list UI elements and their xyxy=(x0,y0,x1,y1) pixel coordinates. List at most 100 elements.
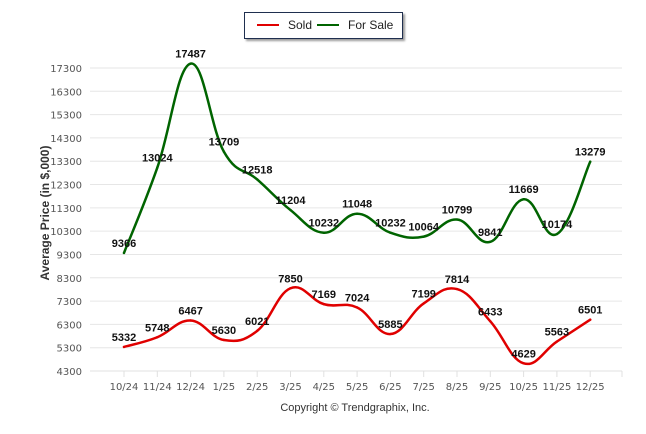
data-point-for-sale xyxy=(355,212,359,215)
data-point-for-sale xyxy=(555,232,559,236)
y-tick-label: 9300 xyxy=(57,250,82,261)
data-label-sold: 4629 xyxy=(511,348,535,360)
legend-item-for-sale[interactable]: For Sale xyxy=(317,18,393,32)
data-label-for-sale: 13709 xyxy=(209,137,240,149)
data-point-sold xyxy=(455,287,459,291)
data-label-sold: 7199 xyxy=(411,288,435,300)
data-label-for-sale: 13279 xyxy=(575,147,606,159)
x-tick-label: 4/25 xyxy=(313,382,335,393)
data-label-for-sale: 11669 xyxy=(509,184,539,196)
data-label-for-sale: 13024 xyxy=(142,153,173,165)
legend-swatch-sold xyxy=(257,23,279,26)
x-tick-label: 6/25 xyxy=(379,382,401,393)
y-tick-label: 6300 xyxy=(57,320,82,331)
legend-label-for-sale: For Sale xyxy=(348,18,394,32)
y-tick-label: 8300 xyxy=(57,274,82,285)
data-point-sold xyxy=(589,318,592,321)
data-point-sold xyxy=(389,332,392,336)
data-label-sold: 5332 xyxy=(112,332,136,344)
data-label-for-sale: 10232 xyxy=(375,218,406,230)
y-tick-label: 16300 xyxy=(50,87,82,98)
data-label-for-sale: 9841 xyxy=(478,227,502,239)
data-point-sold xyxy=(222,338,226,342)
x-tick-label: 10/24 xyxy=(110,382,139,393)
x-tick-label: 11/25 xyxy=(542,382,571,393)
y-tick-label: 5300 xyxy=(57,344,82,355)
data-label-for-sale: 11048 xyxy=(342,199,372,211)
y-axis-title: Average Price (in $,000) xyxy=(38,145,52,281)
data-point-sold xyxy=(422,302,425,305)
y-tick-label: 17300 xyxy=(50,64,82,75)
x-tick-label: 12/24 xyxy=(176,382,205,393)
data-label-sold: 5885 xyxy=(378,319,402,331)
data-label-for-sale: 10064 xyxy=(408,222,439,234)
x-tick-label: 1/25 xyxy=(213,382,235,393)
data-point-for-sale xyxy=(389,231,392,234)
data-label-sold: 6501 xyxy=(578,305,602,317)
data-label-for-sale: 10232 xyxy=(309,218,340,230)
data-point-sold xyxy=(555,340,559,343)
data-label-sold: 5630 xyxy=(212,325,236,337)
x-tick-label: 10/25 xyxy=(509,382,538,393)
x-tick-label: 12/25 xyxy=(576,382,605,393)
data-label-sold: 6433 xyxy=(478,306,502,318)
data-point-for-sale xyxy=(589,160,592,163)
data-point-sold xyxy=(189,319,192,322)
data-point-for-sale xyxy=(322,231,325,234)
x-axis-ticks: 10/24 11/24 12/24 1/25 2/25 3/25 4/25 5/25 6/25 7… xyxy=(90,370,623,393)
data-point-for-sale xyxy=(189,62,192,65)
legend: Sold For Sale xyxy=(244,12,403,39)
y-tick-label: 11300 xyxy=(50,204,82,215)
data-label-for-sale: 9366 xyxy=(112,238,136,250)
data-point-sold xyxy=(289,287,292,290)
data-label-sold: 7024 xyxy=(345,293,370,305)
data-label-for-sale: 10799 xyxy=(442,205,473,217)
data-point-for-sale xyxy=(222,150,226,153)
data-point-sold xyxy=(256,329,259,333)
data-labels: 5332 5748 6467 5630 6021 7850 7169 7024 5885 7199… xyxy=(112,49,606,361)
x-tick-label: 9/25 xyxy=(479,382,501,393)
copyright-text: Copyright © Trendgraphix, Inc. xyxy=(280,402,430,414)
data-point-for-sale xyxy=(489,240,492,244)
x-tick-label: 2/25 xyxy=(246,382,268,393)
y-tick-label: 12300 xyxy=(50,181,82,192)
data-point-for-sale xyxy=(122,251,126,255)
data-point-sold xyxy=(122,345,126,349)
y-tick-label: 10300 xyxy=(50,227,82,238)
x-tick-label: 11/24 xyxy=(143,382,172,393)
data-label-sold: 6021 xyxy=(245,316,269,328)
data-label-sold: 6467 xyxy=(178,305,202,317)
data-point-for-sale xyxy=(422,235,425,238)
y-tick-label: 14300 xyxy=(50,134,82,145)
y-tick-label: 7300 xyxy=(57,297,82,308)
x-tick-label: 7/25 xyxy=(412,382,434,393)
data-label-sold: 7814 xyxy=(445,274,470,286)
legend-item-sold[interactable]: Sold xyxy=(257,18,312,32)
data-label-sold: 5748 xyxy=(145,322,169,334)
data-point-for-sale xyxy=(455,218,459,221)
series-lines xyxy=(122,62,592,366)
data-point-sold xyxy=(522,362,525,365)
legend-label-sold: Sold xyxy=(288,18,313,32)
data-point-for-sale xyxy=(522,198,525,201)
y-tick-label: 4300 xyxy=(57,367,82,378)
data-point-for-sale xyxy=(289,208,292,212)
data-point-sold xyxy=(322,302,325,306)
data-point-for-sale xyxy=(156,166,159,169)
y-tick-label: 15300 xyxy=(50,111,82,122)
data-label-for-sale: 12518 xyxy=(242,164,273,176)
data-label-for-sale: 10174 xyxy=(542,219,573,231)
y-axis-ticks: 4300 5300 6300 7300 8300 9300 10300 11300 12300 1… xyxy=(50,64,82,378)
x-tick-label: 8/25 xyxy=(446,382,468,393)
gridlines xyxy=(90,67,622,372)
x-tick-label: 5/25 xyxy=(346,382,368,393)
data-point-for-sale xyxy=(256,178,259,181)
legend-swatch-for-sale xyxy=(317,23,339,26)
data-label-for-sale: 17487 xyxy=(175,49,206,61)
data-point-sold xyxy=(156,336,159,339)
x-tick-label: 3/25 xyxy=(279,382,301,393)
series-line-for-sale xyxy=(122,62,592,255)
y-tick-label: 13300 xyxy=(50,157,82,168)
data-label-for-sale: 11204 xyxy=(276,195,307,207)
